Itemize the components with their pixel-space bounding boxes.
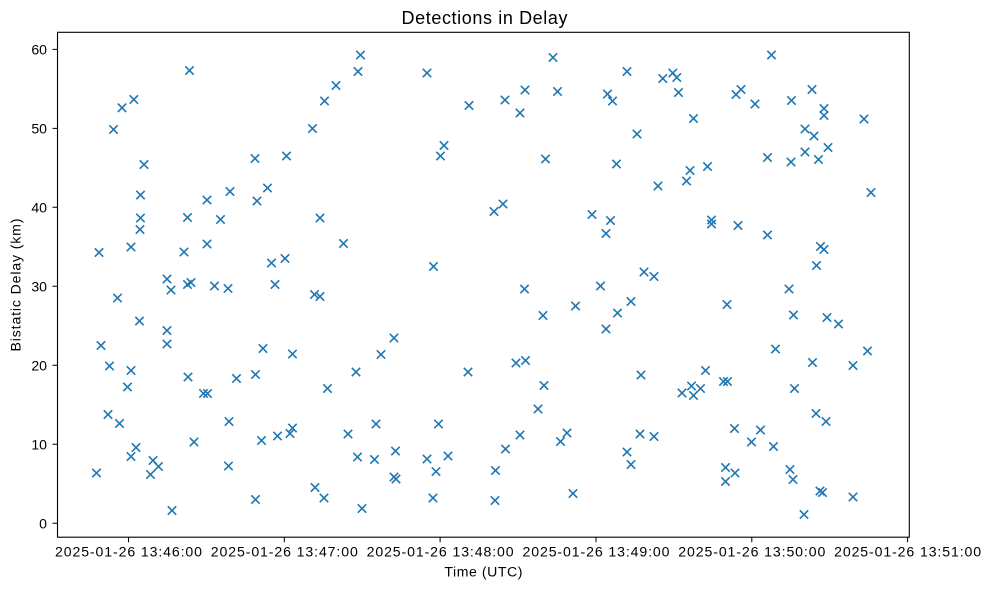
svg-text:2025-01-26 13:47:00: 2025-01-26 13:47:00 [211, 544, 358, 560]
svg-text:20: 20 [31, 358, 47, 374]
svg-text:2025-01-26 13:48:00: 2025-01-26 13:48:00 [367, 544, 514, 560]
svg-text:10: 10 [31, 436, 47, 452]
svg-text:Time (UTC): Time (UTC) [444, 564, 522, 580]
svg-text:2025-01-26 13:50:00: 2025-01-26 13:50:00 [678, 544, 825, 560]
svg-text:2025-01-26 13:51:00: 2025-01-26 13:51:00 [834, 544, 981, 560]
svg-text:60: 60 [31, 42, 47, 58]
svg-text:Bistatic Delay (km): Bistatic Delay (km) [7, 219, 23, 352]
svg-text:Detections in Delay: Detections in Delay [402, 8, 568, 28]
svg-text:40: 40 [31, 200, 47, 216]
svg-text:2025-01-26 13:49:00: 2025-01-26 13:49:00 [523, 544, 670, 560]
svg-text:2025-01-26 13:46:00: 2025-01-26 13:46:00 [55, 544, 202, 560]
svg-text:50: 50 [31, 121, 47, 137]
svg-text:30: 30 [31, 279, 47, 295]
svg-text:0: 0 [39, 515, 47, 531]
